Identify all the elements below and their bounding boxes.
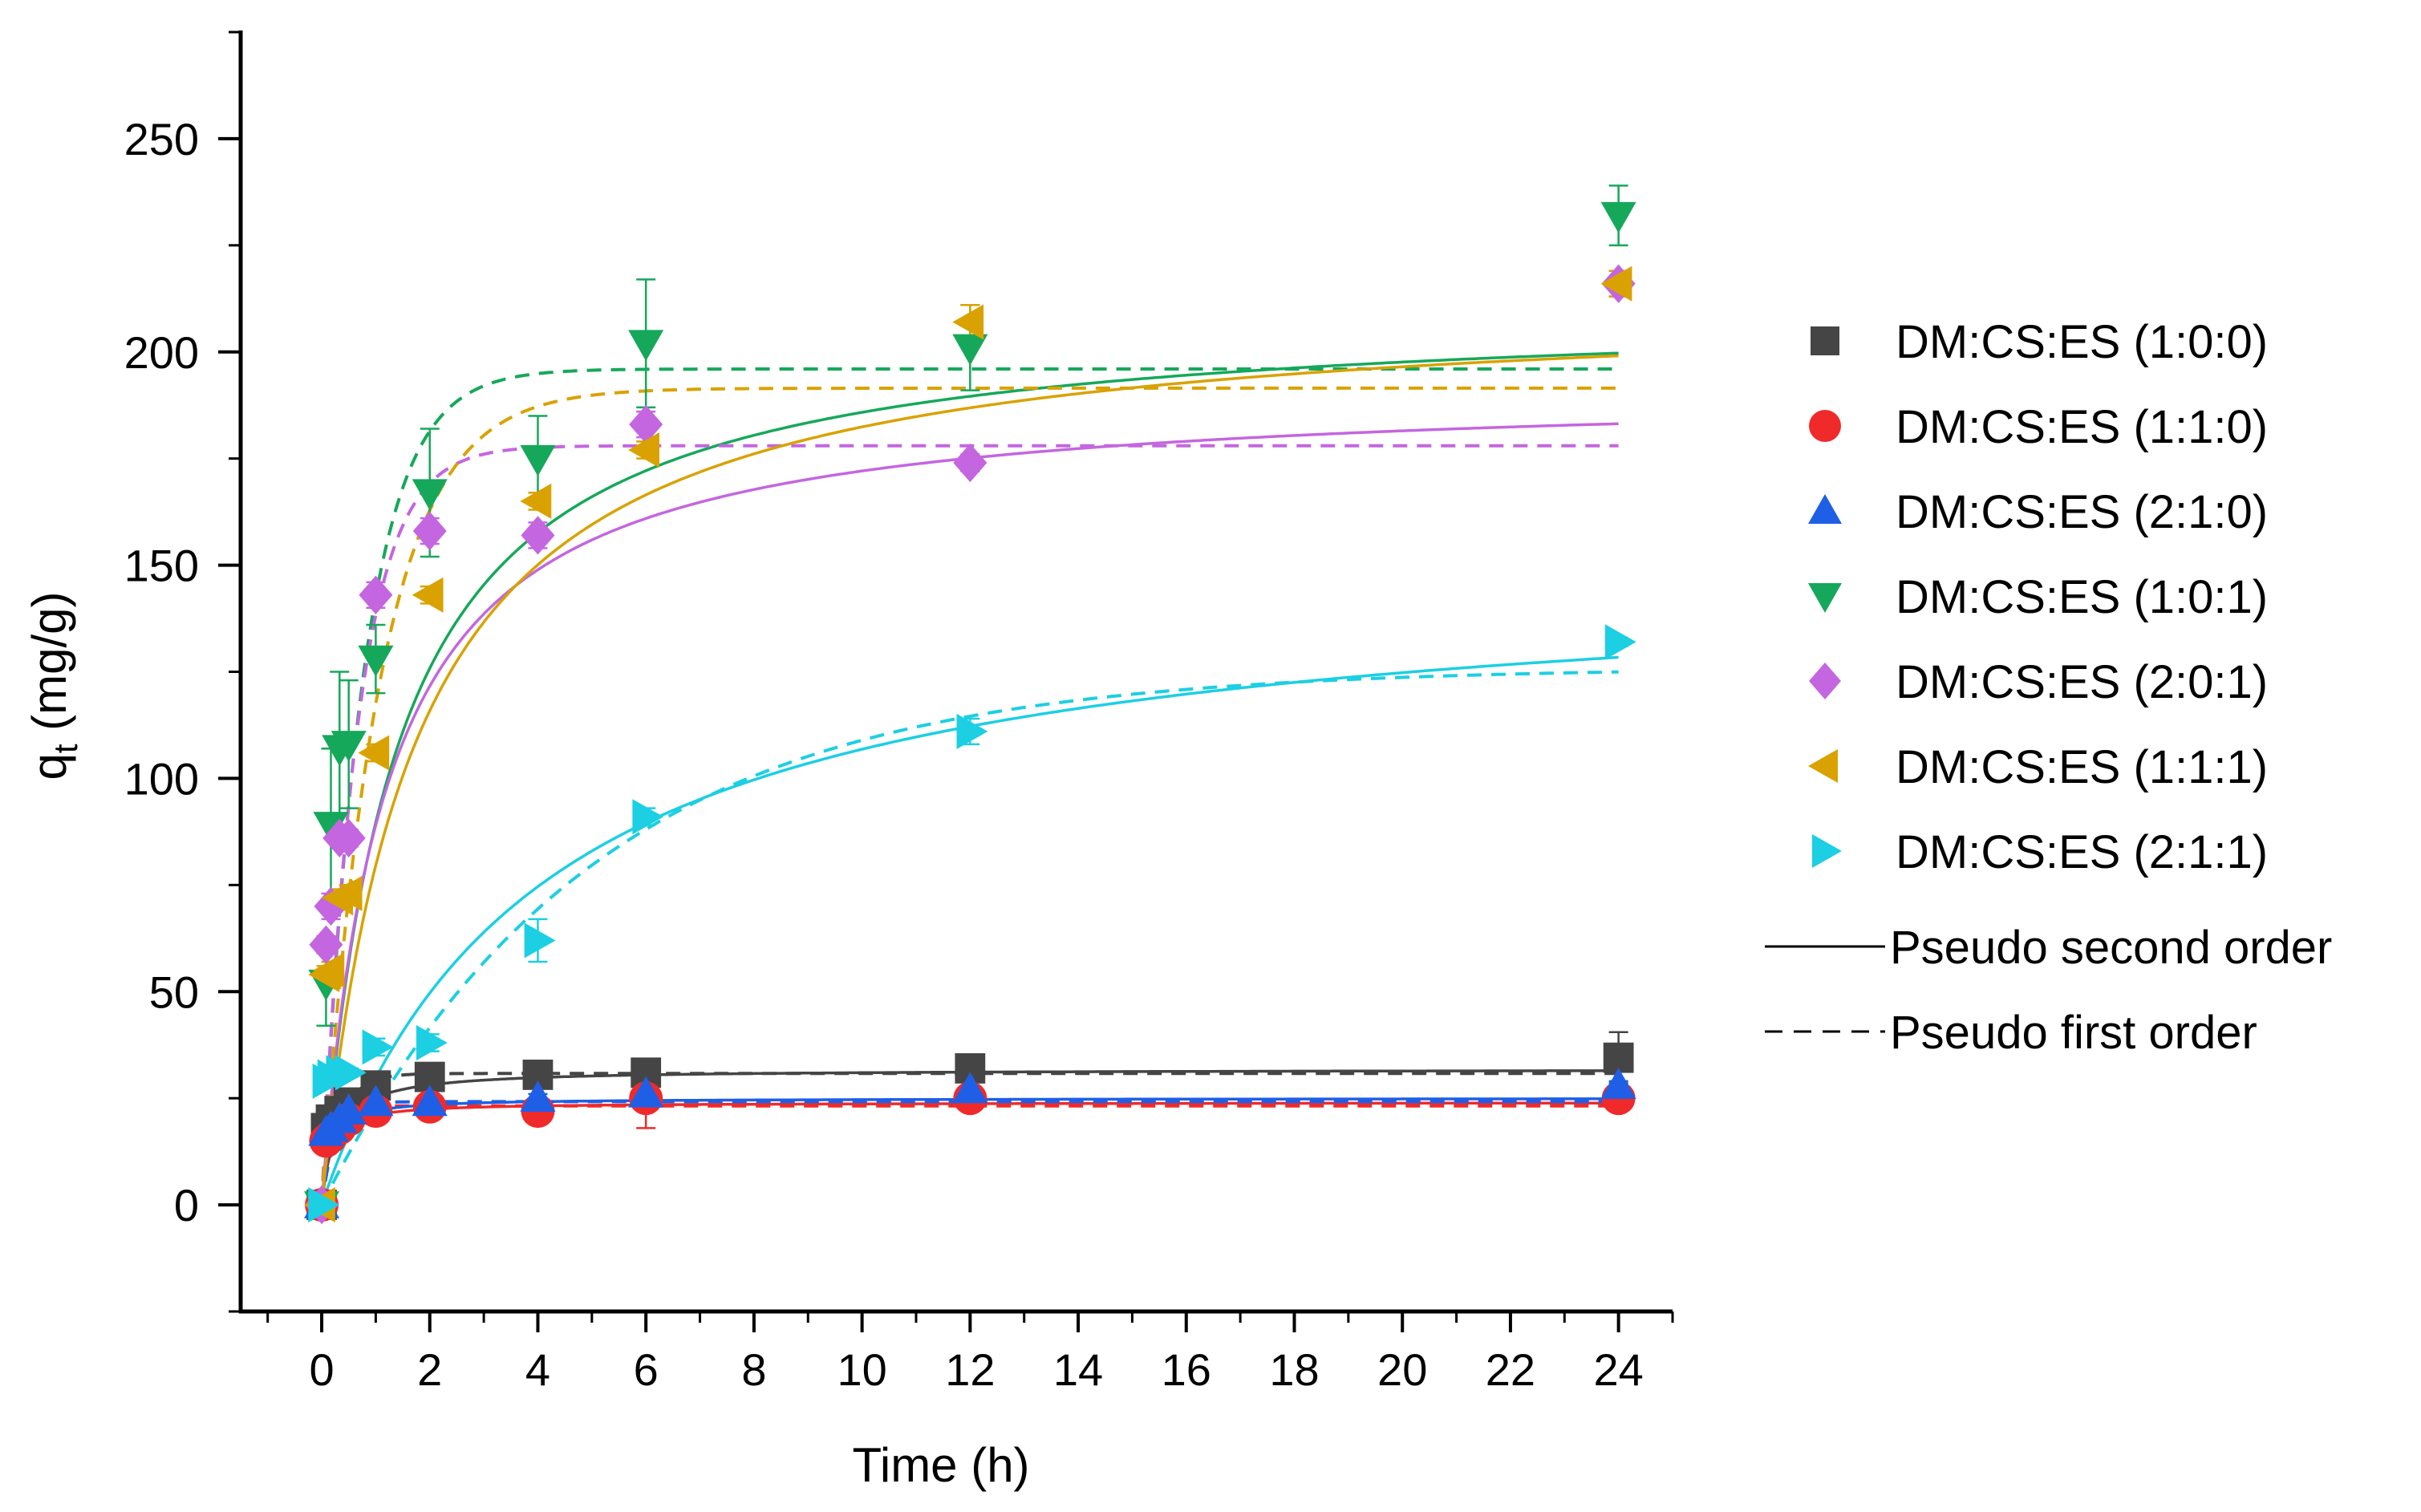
legend-marker <box>1811 326 1839 355</box>
legend-label: DM:CS:ES (2:1:0) <box>1896 486 2268 538</box>
data-point <box>358 1084 394 1117</box>
data-point <box>521 516 555 555</box>
pfo-fit-line <box>320 670 1619 1206</box>
pfo-fit-line <box>320 1104 1619 1206</box>
x-tick-label: 10 <box>837 1344 886 1395</box>
data-point <box>1600 201 1636 233</box>
data-point <box>632 799 664 835</box>
data-point <box>309 925 343 964</box>
x-tick-label: 2 <box>417 1344 442 1395</box>
data-point <box>628 330 664 362</box>
data-point <box>1600 266 1632 302</box>
pfo-fit-line <box>320 444 1619 1206</box>
legend-label: DM:CS:ES (1:0:0) <box>1896 316 2268 368</box>
legend-label: DM:CS:ES (1:1:1) <box>1896 741 2268 793</box>
data-point <box>952 304 984 340</box>
x-tick-label: 0 <box>309 1344 334 1395</box>
x-tick-label: 22 <box>1486 1344 1535 1395</box>
data-point <box>308 1187 340 1223</box>
y-tick-label: 150 <box>124 541 199 591</box>
data-point <box>412 1084 448 1117</box>
legend-label: DM:CS:ES (1:1:0) <box>1896 401 2268 453</box>
x-tick-label: 20 <box>1377 1344 1427 1395</box>
data-point <box>628 1076 664 1108</box>
pso-fit-line <box>320 422 1619 1206</box>
y-axis-label-main: q <box>22 753 76 780</box>
x-tick-label: 6 <box>634 1344 659 1395</box>
y-axis-label: qt (mg/g) <box>22 591 84 780</box>
data-point <box>412 511 447 551</box>
y-axis-label-sub: t <box>47 744 84 753</box>
legend-marker <box>1808 583 1842 613</box>
data-point <box>358 735 390 771</box>
data-point <box>412 479 448 511</box>
data-point <box>629 404 663 444</box>
axes <box>238 30 1673 1314</box>
pfo-fit-line <box>320 1100 1619 1206</box>
x-tick-label: 12 <box>945 1344 995 1395</box>
data-point <box>952 1072 988 1104</box>
pso-fit-line <box>320 354 1619 1206</box>
data-point <box>362 1029 394 1065</box>
legend-marker <box>1808 749 1838 783</box>
data-point <box>952 334 988 366</box>
y-tick-label: 250 <box>124 114 199 164</box>
legend-marker <box>1809 410 1841 442</box>
legend-line-label: Pseudo first order <box>1890 1007 2257 1059</box>
x-tick-label: 8 <box>741 1344 766 1395</box>
legend-label: DM:CS:ES (2:1:1) <box>1896 826 2268 878</box>
y-axis-label-unit: (mg/g) <box>22 591 76 744</box>
data-point <box>358 645 394 677</box>
data-point <box>524 922 556 959</box>
data-point <box>520 483 552 519</box>
x-tick-label: 18 <box>1269 1344 1319 1395</box>
data-point <box>628 432 659 468</box>
x-tick-label: 16 <box>1162 1344 1211 1395</box>
x-tick-label: 24 <box>1593 1344 1643 1395</box>
data-point <box>313 952 345 988</box>
data-point <box>331 875 363 912</box>
y-ticks: 0 50 100 150 200 250 <box>124 30 241 1313</box>
plot-area <box>303 184 1636 1225</box>
data-point <box>520 1080 556 1112</box>
x-tick-label: 14 <box>1053 1344 1103 1395</box>
data-point <box>1604 624 1636 660</box>
data-point <box>953 443 987 483</box>
data-point <box>331 731 367 762</box>
data-point <box>956 713 988 749</box>
legend-marker <box>1809 663 1841 699</box>
y-tick-label: 200 <box>124 327 199 378</box>
data-point <box>416 1025 448 1061</box>
data-point <box>412 577 444 613</box>
legend-label: DM:CS:ES (2:0:1) <box>1896 656 2268 708</box>
pso-fit-line <box>320 1101 1619 1206</box>
legend-line-label: Pseudo second order <box>1890 922 2332 974</box>
legend-marker <box>1808 494 1842 524</box>
pfo-fit-line <box>320 367 1619 1206</box>
data-point <box>1600 1068 1636 1100</box>
x-tick-label: 4 <box>525 1344 550 1395</box>
legend-label: DM:CS:ES (1:0:1) <box>1896 571 2268 623</box>
y-tick-label: 0 <box>174 1180 199 1230</box>
data-markers <box>303 201 1636 1225</box>
legend-marker <box>1812 834 1842 868</box>
x-axis-label: Time (h) <box>852 1438 1029 1492</box>
data-point <box>359 575 393 614</box>
x-ticks: 0 2 4 6 8 10 12 14 16 18 20 22 24 <box>266 1311 1674 1395</box>
data-point <box>520 444 556 476</box>
y-tick-label: 50 <box>149 967 199 1017</box>
data-point <box>331 818 366 857</box>
data-point <box>331 1093 367 1125</box>
legend: DM:CS:ES (1:0:0) DM:CS:ES (1:1:0) DM:CS:ES… <box>1765 316 2332 1059</box>
y-tick-label: 100 <box>124 753 199 804</box>
data-point <box>335 1055 367 1091</box>
